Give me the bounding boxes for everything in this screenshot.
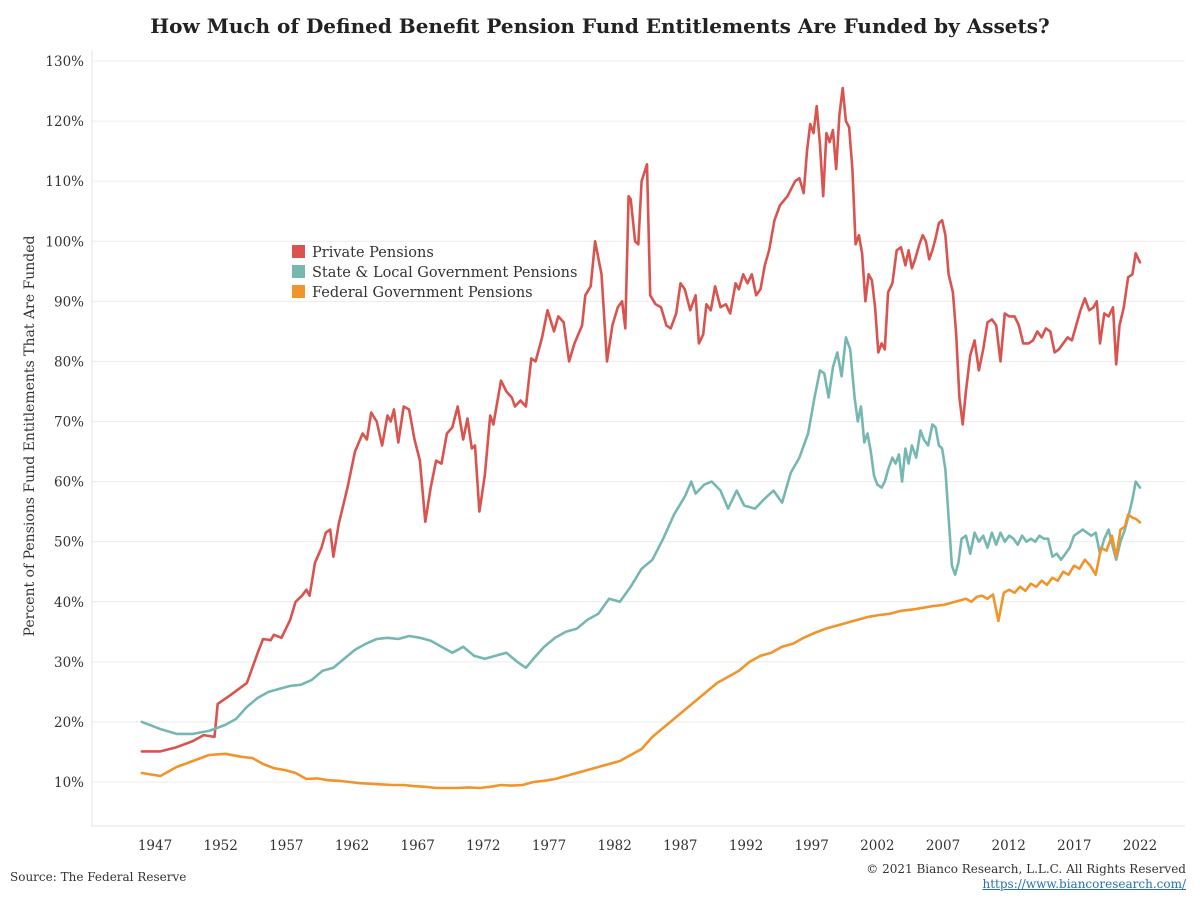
source-note: Source: The Federal Reserve — [10, 870, 187, 884]
legend-label: Private Pensions — [312, 245, 434, 261]
y-tick-label: 30% — [54, 655, 84, 671]
x-tick-label: 2002 — [860, 838, 894, 854]
gridlines — [92, 60, 1185, 783]
x-tick-label: 1972 — [466, 838, 500, 854]
y-tick-label: 110% — [45, 174, 84, 190]
legend-swatch — [292, 285, 305, 298]
y-tick-label: 100% — [45, 234, 84, 250]
y-tick-label: 120% — [45, 114, 84, 130]
x-tick-label: 1957 — [269, 838, 303, 854]
y-tick-label: 40% — [54, 595, 84, 611]
y-tick-label: 130% — [45, 54, 84, 70]
y-tick-label: 50% — [54, 535, 84, 551]
x-tick-label: 1962 — [335, 838, 369, 854]
legend: Private Pensions State & Local Government… — [292, 245, 577, 301]
legend-label: State & Local Government Pensions — [312, 265, 577, 281]
y-tick-label: 60% — [54, 475, 84, 491]
x-tick-label: 1967 — [400, 838, 434, 854]
website-link[interactable]: https://www.biancoresearch.com/ — [982, 877, 1186, 891]
y-tick-label: 10% — [54, 775, 84, 791]
series-line-3 — [140, 513, 1142, 790]
y-axis-title: Percent of Pensions Fund Entitlements Th… — [22, 236, 38, 637]
y-tick-label: 20% — [54, 715, 84, 731]
y-tick-label: 70% — [54, 415, 84, 431]
y-tick-label: 90% — [54, 294, 84, 310]
series-lines — [140, 86, 1142, 790]
legend-swatch — [292, 265, 305, 278]
series-line-1 — [140, 86, 1142, 753]
x-tick-label: 2022 — [1123, 838, 1157, 854]
x-tick-label: 1947 — [138, 838, 172, 854]
x-tick-label: 1952 — [203, 838, 237, 854]
x-tick-label: 2012 — [991, 838, 1025, 854]
chart-title: How Much of Defined Benefit Pension Fund… — [150, 14, 1050, 38]
x-tick-label: 2017 — [1057, 838, 1091, 854]
x-tick-label: 1992 — [729, 838, 763, 854]
axes: 10% 20% 30% 40% 50% 60% 70% 80% 90% 100% 110% 120% 1… — [22, 50, 1185, 854]
copyright-note: © 2021 Bianco Research, L.L.C. All Right… — [866, 862, 1186, 876]
x-tick-label: 1977 — [532, 838, 566, 854]
legend-swatch — [292, 245, 305, 258]
legend-label: Federal Government Pensions — [312, 285, 533, 301]
x-tick-label: 1997 — [794, 838, 828, 854]
x-tick-label: 2007 — [926, 838, 960, 854]
series-line-2 — [140, 336, 1142, 736]
x-tick-label: 1987 — [663, 838, 697, 854]
y-tick-label: 80% — [54, 354, 84, 370]
x-tick-label: 1982 — [597, 838, 631, 854]
